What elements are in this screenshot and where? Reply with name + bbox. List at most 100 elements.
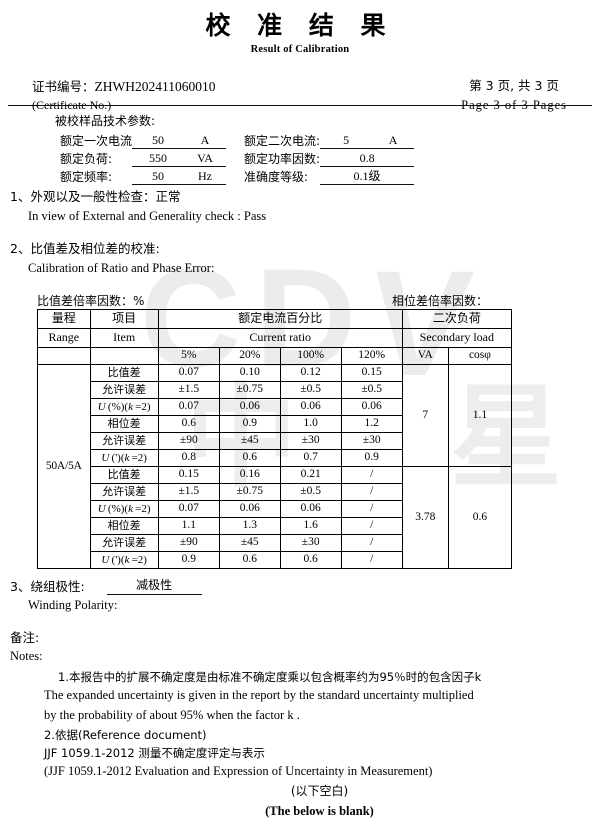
param-row: 额定频率: 50 Hz 准确度等级: 0.1级 (60, 166, 415, 185)
section-1-text-cn: 1、外观以及一般性检查：正常 (10, 189, 181, 204)
cell-value: ±90 (157, 432, 220, 450)
cell-value: / (340, 517, 403, 535)
section-2-text-cn: 2、比值差及相位差的校准: (10, 241, 160, 256)
param-unit-rated-primary-current: A (184, 131, 227, 149)
blank-notice-cn: (以下空白) (290, 783, 349, 798)
cell-value: 0.6 (218, 551, 281, 569)
notes-section: 备注: Notes: 1.本报告中的扩展不确定度是由标准不确定度乘以包含概率约为… (10, 629, 595, 821)
cell-value: 0.6 (218, 449, 281, 467)
note-1-cn: 1.本报告中的扩展不确定度是由标准不确定度乘以包含概率约为95％时的包含因子k (58, 670, 482, 685)
cell-value: 0.10 (218, 364, 281, 382)
header-current-ratio-en: Current ratio (157, 328, 403, 348)
page-number-block: 第 3 页, 共 3 页 Page 3 of 3 Pages (461, 77, 567, 115)
technical-parameters-table: 额定一次电流 50 A 额定二次电流: 5 A 额定负荷: 550 VA 额定功… (60, 131, 415, 185)
header-secondary-load-cn: 二次负荷 (401, 309, 513, 329)
param-unit-rated-burden: VA (184, 148, 227, 167)
cell-value: 0.06 (218, 500, 281, 518)
cell-value: 1.3 (218, 517, 281, 535)
row-item-label: U (%)(k =2) (89, 500, 159, 518)
cell-value: / (340, 483, 403, 501)
certificate-page: 校 准 结 果 Result of Calibration 证书编号：ZHWH2… (0, 11, 600, 818)
param-value-rated-frequency: 50 (132, 166, 185, 185)
winding-polarity-line: 3、绕组极性: 减极性 (10, 576, 590, 595)
certificate-header-row: 证书编号：ZHWH202411060010 (Certificate No.) … (0, 77, 600, 117)
page-title: 校 准 结 果 (205, 11, 395, 40)
header-percent-100pct: 100% (279, 347, 342, 365)
cell-value: 0.06 (279, 500, 342, 518)
secondary-load-cos: 0.6 (447, 466, 513, 569)
param-unit-rated-secondary-current: A (372, 131, 415, 149)
param-spacer (226, 149, 244, 167)
page-number-cn: 第 3 页, 共 3 页 (469, 78, 559, 94)
param-unit-rated-frequency: Hz (184, 166, 227, 185)
section-1-text-en: In view of External and Generality check… (28, 208, 267, 223)
param-label-rated-power-factor: 额定功率因数: (244, 151, 321, 166)
note-2-reference-en: (JJF 1059.1-2012 Evaluation and Expressi… (44, 764, 433, 779)
ratio-multiplier-factor-label: 比值差倍率因数：% (37, 294, 145, 308)
cell-value: 1.6 (279, 517, 342, 535)
param-label-rated-burden: 额定负荷: (60, 151, 113, 166)
cell-value: 0.06 (279, 398, 342, 416)
row-item-label: 比值差 (89, 466, 159, 484)
section-2-ratio-phase-calibration: 2、比值差及相位差的校准: Calibration of Ratio and P… (10, 240, 590, 278)
note-1-en-line-1: The expanded uncertainty is given in the… (44, 688, 474, 703)
param-label-rated-frequency: 额定频率: (60, 169, 113, 184)
note-2-reference-cn: JJF 1059.1-2012 测量不确定度评定与表示 (44, 746, 265, 761)
table-row: 允许误差 ±90 ±45 ±30/ (38, 534, 512, 552)
cell-value: 1.1 (157, 517, 220, 535)
winding-polarity-label-en: Winding Polarity: (28, 598, 118, 612)
param-value-rated-power-factor: 0.8 (320, 148, 415, 167)
cell-value: 0.9 (340, 449, 403, 467)
technical-parameters-section: 被校样品技术参数: 额定一次电流 50 A 额定二次电流: 5 A 额定负荷: … (0, 112, 600, 185)
cell-value: ±0.75 (218, 381, 281, 399)
param-spacer (226, 167, 244, 185)
row-item-label: U (')(k =2) (89, 449, 159, 467)
param-label-rated-primary-current: 额定一次电流 (60, 133, 133, 148)
cell-value: / (340, 534, 403, 552)
cell-value: 0.9 (218, 415, 281, 433)
cell-value: 0.07 (157, 364, 220, 382)
param-label-rated-secondary-current: 额定二次电流: (244, 133, 321, 148)
header-item-en: Item (89, 328, 159, 348)
certificate-number-block: 证书编号：ZHWH202411060010 (Certificate No.) (32, 77, 216, 114)
cell-value: 0.7 (279, 449, 342, 467)
cell-value: 0.07 (157, 500, 220, 518)
winding-polarity-value: 减极性 (106, 576, 202, 595)
table-row: U (')(k =2) 0.9 0.6 0.6/ (38, 551, 512, 569)
cell-value: ±0.75 (218, 483, 281, 501)
table-header-row-units: 5% 20% 100% 120% VA cosφ (37, 347, 513, 365)
param-value-rated-burden: 550 (132, 148, 185, 167)
cell-value: ±1.5 (157, 483, 220, 501)
cell-value: 0.06 (340, 398, 403, 416)
cell-value: 0.12 (279, 364, 342, 382)
cell-value: 0.15 (157, 466, 220, 484)
param-value-rated-primary-current: 50 (132, 131, 185, 149)
param-row: 额定一次电流 50 A 额定二次电流: 5 A (60, 131, 415, 149)
cell-value: ±30 (340, 432, 403, 450)
cell-value: / (340, 551, 403, 569)
header-secondary-load-en: Secondary load (401, 328, 513, 348)
cell-value: ±90 (157, 534, 220, 552)
param-spacer (226, 131, 244, 149)
cell-value: / (340, 500, 403, 518)
cell-value: / (340, 466, 403, 484)
header-divider (8, 105, 592, 106)
cell-value: ±0.5 (279, 381, 342, 399)
cell-value: ±45 (218, 534, 281, 552)
header-range-blank (37, 347, 91, 365)
cell-value: ±0.5 (279, 483, 342, 501)
cell-value: 1.0 (279, 415, 342, 433)
cell-value: 0.8 (157, 449, 220, 467)
table-row: U (%)(k =2) 0.07 0.06 0.06/ (38, 500, 512, 518)
header-range-en: Range (37, 328, 91, 348)
section-1-appearance-check: 1、外观以及一般性检查：正常 In view of External and G… (10, 188, 590, 226)
cell-value: 1.2 (340, 415, 403, 433)
cell-value: 0.6 (157, 415, 220, 433)
calibration-results-table: 量程 项目 额定电流百分比 二次负荷 Range Item Current ratio Sec… (37, 309, 513, 569)
cell-value: ±30 (279, 534, 342, 552)
table-row: 允许误差 ±1.5 ±0.75 ±0.5/ (38, 483, 512, 501)
table-header-row-cn: 量程 项目 额定电流百分比 二次负荷 (37, 309, 513, 329)
header-item-blank (89, 347, 159, 365)
row-item-label: U (%)(k =2) (89, 398, 159, 416)
cell-value: 0.15 (340, 364, 403, 382)
